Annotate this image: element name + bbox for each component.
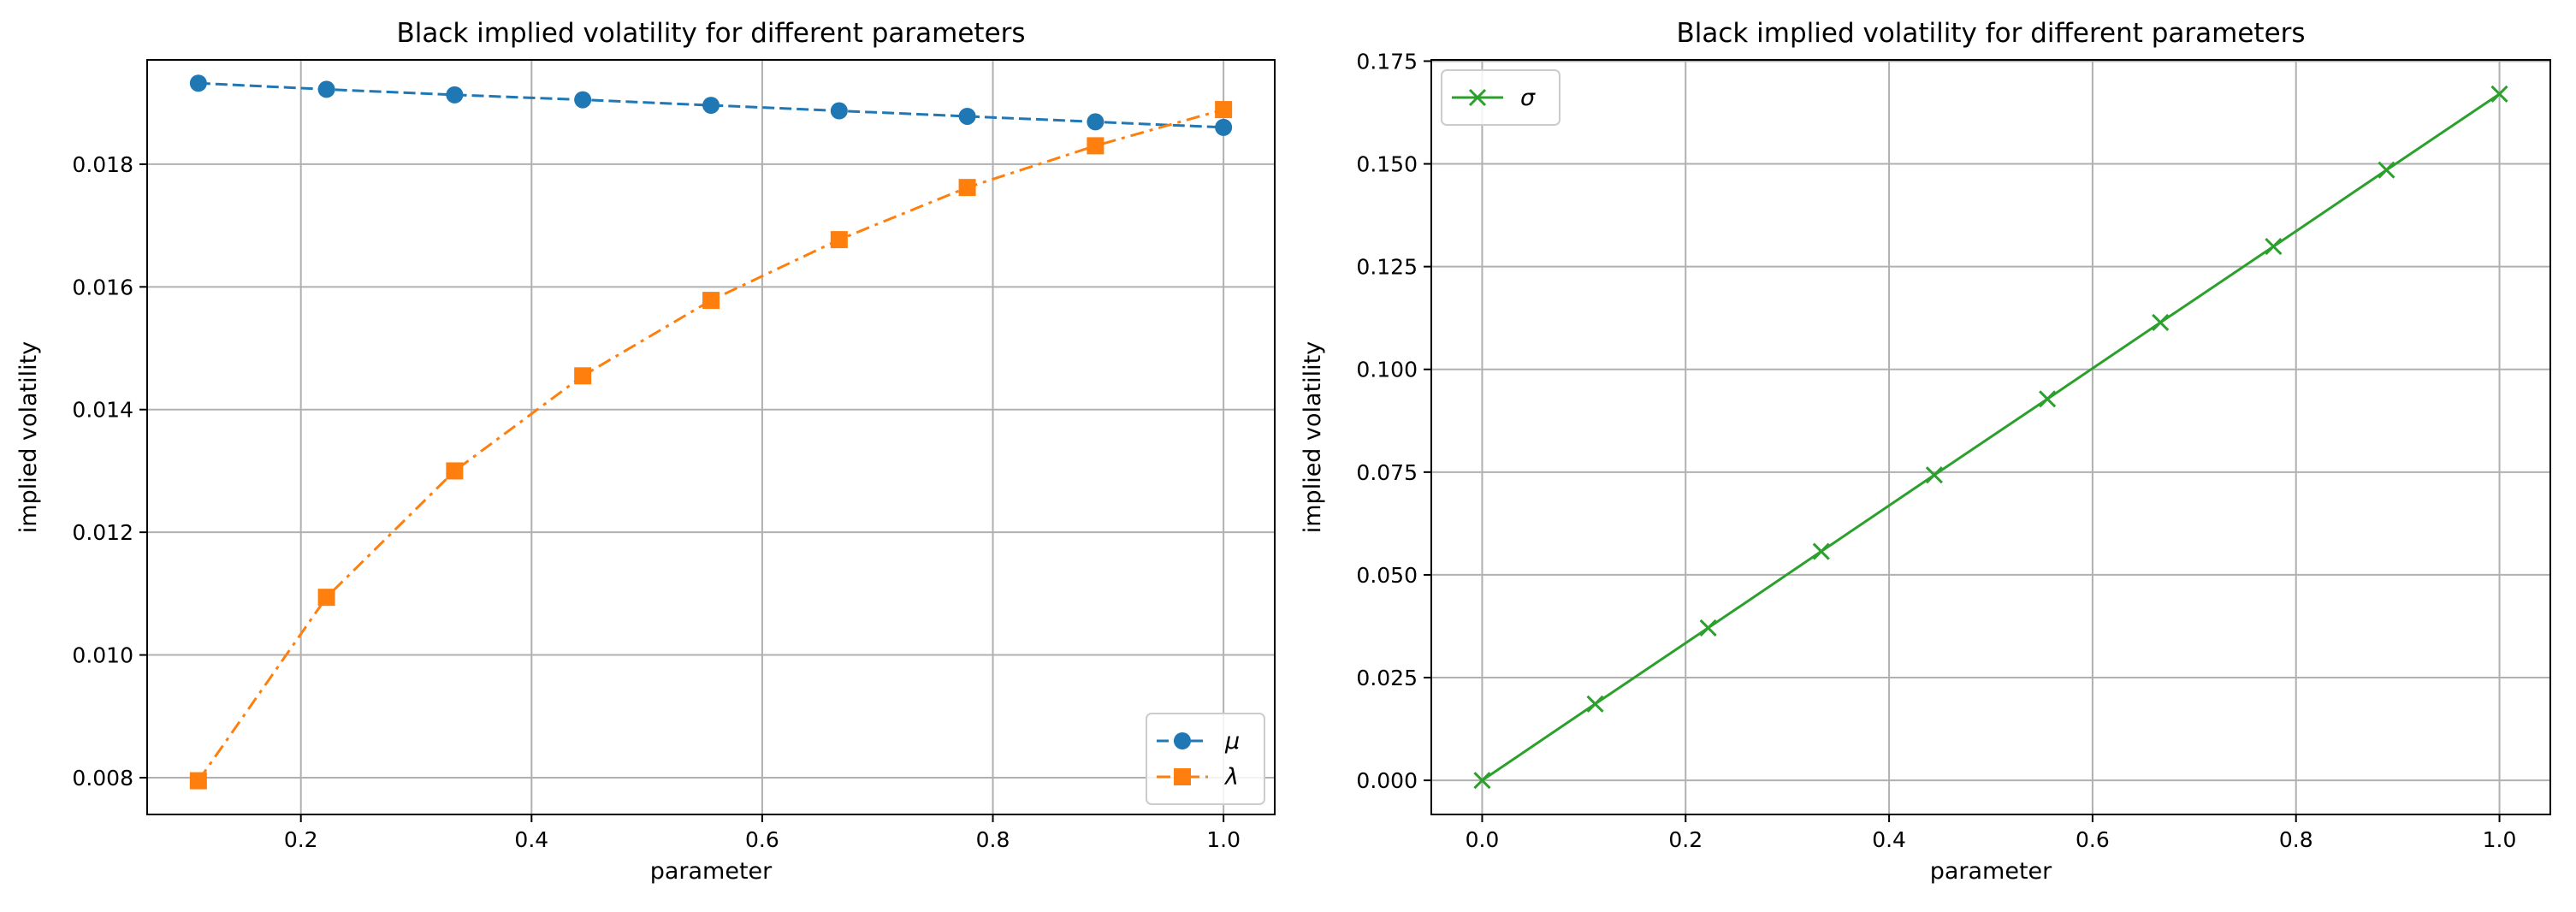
data-point	[189, 772, 207, 790]
x-axis: 0.2 0.4 0.6 0.8 1.0	[284, 814, 1241, 852]
data-point	[1215, 118, 1233, 136]
series-line	[1481, 92, 2501, 782]
data-point	[446, 86, 464, 104]
chart-panel-2: 0.0 0.2 0.4 0.6 0.8 1.00.0000.0250.0500.0750.…	[1300, 18, 2551, 885]
x-tick-label: 0.8	[2279, 827, 2313, 852]
legend-label: σ	[1520, 85, 1536, 111]
series-1	[1473, 85, 2508, 790]
data-point	[1699, 619, 1717, 637]
legend: μλ	[1146, 713, 1265, 805]
series-1	[189, 74, 1233, 136]
data-point	[2152, 313, 2170, 332]
y-tick-label: 0.150	[1356, 152, 1418, 177]
x-axis-label: parameter	[650, 858, 773, 885]
grid	[1431, 60, 2550, 814]
y-tick-label: 0.010	[72, 643, 133, 668]
data-point	[1215, 101, 1233, 119]
x-tick-label: 0.2	[284, 827, 318, 852]
grid	[147, 60, 1275, 814]
axes-frame	[146, 59, 1276, 815]
y-tick-label: 0.175	[1356, 49, 1418, 74]
data-point	[1586, 695, 1604, 713]
chart-title: Black implied volatility for different p…	[1676, 18, 2305, 49]
legend-label: μ	[1224, 728, 1240, 755]
y-tick-label: 0.014	[72, 398, 133, 423]
y-axis-label: implied volatility	[15, 341, 42, 533]
data-point	[1087, 113, 1104, 131]
data-point	[2378, 161, 2395, 179]
data-point	[189, 74, 207, 92]
x-tick-label: 0.6	[745, 827, 779, 852]
x-tick-label: 0.0	[1466, 827, 1500, 852]
data-point	[1925, 466, 1943, 484]
legend-label: λ	[1223, 764, 1239, 791]
y-tick-label: 0.000	[1356, 768, 1418, 793]
x-tick-label: 0.6	[2076, 827, 2110, 852]
x-axis-label: parameter	[1930, 858, 2052, 885]
data-point	[1087, 137, 1104, 155]
x-tick-label: 0.4	[1872, 827, 1906, 852]
chart-panel-1: 0.2 0.4 0.6 0.8 1.0 0.008 0.010 0.012 0.014 0.016…	[15, 18, 1276, 885]
y-tick-label: 0.100	[1356, 358, 1418, 382]
y-axis-label: implied volatility	[1300, 341, 1326, 533]
y-tick-label: 0.018	[72, 152, 133, 177]
x-tick-label: 0.4	[514, 827, 548, 852]
legend-swatch-marker	[1174, 732, 1191, 749]
data-point	[574, 91, 592, 109]
data-point	[958, 179, 976, 197]
data-point	[2039, 390, 2057, 408]
series-line	[197, 108, 1224, 782]
x-tick-label: 1.0	[1206, 827, 1241, 852]
data-point	[830, 231, 848, 249]
data-point	[317, 80, 335, 98]
data-point	[830, 102, 848, 120]
x-tick-label: 0.2	[1668, 827, 1703, 852]
data-point	[958, 107, 976, 125]
data-point	[1812, 542, 1830, 560]
data-point	[317, 589, 335, 607]
legend-swatch-marker	[1468, 88, 1487, 107]
data-point	[2265, 238, 2283, 256]
x-axis: 0.0 0.2 0.4 0.6 0.8 1.0	[1466, 814, 2517, 852]
data-point	[446, 462, 464, 480]
axes-frame	[1430, 59, 2551, 815]
legend-swatch-marker	[1174, 768, 1191, 785]
y-tick-label: 0.012	[72, 520, 133, 545]
y-tick-label: 0.125	[1356, 255, 1418, 280]
data-point	[574, 367, 592, 385]
y-tick-label: 0.008	[72, 766, 133, 791]
data-point	[702, 97, 720, 115]
x-tick-label: 0.8	[976, 827, 1010, 852]
series-2	[189, 101, 1233, 790]
data-point	[2490, 85, 2508, 103]
data-point	[1473, 772, 1491, 790]
y-tick-label: 0.025	[1356, 666, 1418, 690]
y-axis: 0.008 0.010 0.012 0.014 0.016 0.018	[72, 152, 147, 791]
y-tick-label: 0.050	[1356, 563, 1418, 588]
x-tick-label: 1.0	[2483, 827, 2517, 852]
y-axis: 0.000 0.025 0.050 0.075 0.100 0.125 0.150 0.175	[1356, 49, 1431, 793]
legend-frame	[1146, 713, 1265, 805]
y-tick-label: 0.075	[1356, 460, 1418, 485]
y-tick-label: 0.016	[72, 275, 133, 299]
data-point	[702, 292, 720, 310]
legend: σ	[1441, 69, 1560, 126]
chart-title: Black implied volatility for different p…	[396, 18, 1025, 49]
